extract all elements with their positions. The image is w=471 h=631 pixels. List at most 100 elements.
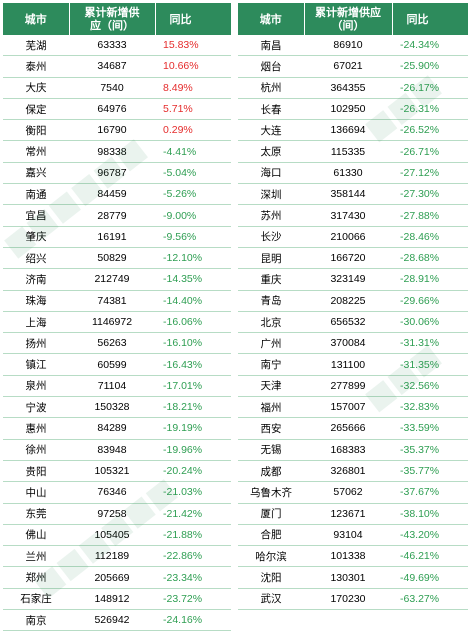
table-row: 青岛 208225 -29.66% — [238, 290, 468, 312]
supply-cell: 208225 — [304, 290, 392, 312]
city-cell: 贵阳 — [3, 460, 69, 483]
yoy-cell: -32.83% — [392, 396, 468, 419]
supply-cell: 212749 — [69, 268, 155, 291]
table-row: 长沙 210066 -28.46% — [238, 226, 468, 248]
supply-cell: 131100 — [304, 353, 392, 376]
city-cell: 芜湖 — [3, 35, 69, 57]
table-row: 上海 1146972 -16.06% — [3, 311, 231, 334]
supply-cell: 326801 — [304, 460, 392, 483]
supply-cell: 277899 — [304, 375, 392, 398]
yoy-cell: -4.41% — [155, 140, 231, 163]
header-supply-label: 累计新增供应（间） — [315, 6, 381, 32]
yoy-cell: -23.72% — [155, 588, 231, 611]
supply-cell: 56263 — [69, 332, 155, 355]
city-cell: 厦门 — [238, 503, 304, 525]
yoy-cell: 5.71% — [155, 98, 231, 121]
city-cell: 沈阳 — [238, 566, 304, 589]
table-row: 宜昌 28779 -9.00% — [3, 204, 231, 227]
header-yoy: 同比 — [392, 3, 468, 35]
table-row: 合肥 93104 -43.20% — [238, 524, 468, 547]
city-cell: 惠州 — [3, 417, 69, 440]
city-cell: 佛山 — [3, 524, 69, 547]
city-cell: 泉州 — [3, 375, 69, 398]
table-row: 成都 326801 -35.77% — [238, 460, 468, 483]
header-supply-label: 累计新增供应（间） — [84, 6, 140, 32]
city-cell: 大连 — [238, 119, 304, 142]
yoy-cell: -9.00% — [155, 204, 231, 227]
supply-cell: 61330 — [304, 162, 392, 185]
yoy-cell: -32.56% — [392, 375, 468, 398]
supply-cell: 83948 — [69, 439, 155, 461]
yoy-cell: -33.59% — [392, 417, 468, 440]
yoy-cell: -29.66% — [392, 290, 468, 312]
yoy-cell: -35.77% — [392, 460, 468, 483]
table-row: 无锡 168383 -35.37% — [238, 439, 468, 461]
supply-cell: 105405 — [69, 524, 155, 547]
supply-cell: 123671 — [304, 503, 392, 525]
yoy-cell: 8.49% — [155, 77, 231, 99]
supply-cell: 168383 — [304, 439, 392, 461]
table-row: 中山 76346 -21.03% — [3, 481, 231, 504]
supply-cell: 98338 — [69, 140, 155, 163]
yoy-cell: -23.34% — [155, 566, 231, 589]
supply-cell: 150328 — [69, 396, 155, 419]
yoy-cell: -5.26% — [155, 183, 231, 206]
table-row: 南通 84459 -5.26% — [3, 183, 231, 206]
city-cell: 烟台 — [238, 55, 304, 78]
city-cell: 扬州 — [3, 332, 69, 355]
city-cell: 西安 — [238, 417, 304, 440]
supply-cell: 64976 — [69, 98, 155, 121]
table-row: 珠海 74381 -14.40% — [3, 290, 231, 312]
supply-cell: 130301 — [304, 566, 392, 589]
city-cell: 北京 — [238, 311, 304, 334]
table-row: 西安 265666 -33.59% — [238, 417, 468, 440]
yoy-cell: -21.03% — [155, 481, 231, 504]
supply-cell: 656532 — [304, 311, 392, 334]
table-row: 昆明 166720 -28.68% — [238, 247, 468, 270]
supply-cell: 7540 — [69, 77, 155, 99]
yoy-cell: -35.37% — [392, 439, 468, 461]
city-cell: 肇庆 — [3, 226, 69, 248]
table-row: 保定 64976 5.71% — [3, 98, 231, 121]
yoy-cell: -46.21% — [392, 545, 468, 568]
city-cell: 中山 — [3, 481, 69, 504]
city-cell: 广州 — [238, 332, 304, 355]
table-row: 太原 115335 -26.71% — [238, 140, 468, 163]
table-row: 泰州 34687 10.66% — [3, 55, 231, 78]
supply-cell: 265666 — [304, 417, 392, 440]
city-cell: 海口 — [238, 162, 304, 185]
city-cell: 哈尔滨 — [238, 545, 304, 568]
yoy-cell: -24.34% — [392, 35, 468, 57]
supply-cell: 74381 — [69, 290, 155, 312]
yoy-cell: -18.21% — [155, 396, 231, 419]
city-cell: 深圳 — [238, 183, 304, 206]
supply-cell: 112189 — [69, 545, 155, 568]
yoy-cell: -25.90% — [392, 55, 468, 78]
table-row: 济南 212749 -14.35% — [3, 268, 231, 291]
table-row: 深圳 358144 -27.30% — [238, 183, 468, 206]
yoy-cell: -20.24% — [155, 460, 231, 483]
yoy-cell: -9.56% — [155, 226, 231, 248]
city-cell: 乌鲁木齐 — [238, 481, 304, 504]
table-row: 泉州 71104 -17.01% — [3, 375, 231, 398]
yoy-cell: -27.12% — [392, 162, 468, 185]
supply-cell: 170230 — [304, 588, 392, 611]
city-cell: 昆明 — [238, 247, 304, 270]
city-cell: 嘉兴 — [3, 162, 69, 185]
supply-cell: 115335 — [304, 140, 392, 163]
table-row: 南宁 131100 -31.35% — [238, 353, 468, 376]
supply-cell: 28779 — [69, 204, 155, 227]
supply-cell: 96787 — [69, 162, 155, 185]
table-row: 乌鲁木齐 57062 -37.67% — [238, 481, 468, 504]
table-row: 绍兴 50829 -12.10% — [3, 247, 231, 270]
city-cell: 石家庄 — [3, 588, 69, 611]
yoy-cell: -27.88% — [392, 204, 468, 227]
yoy-cell: -5.04% — [155, 162, 231, 185]
header-supply: 累计新增供应（间） — [304, 3, 393, 35]
yoy-cell: -16.10% — [155, 332, 231, 355]
yoy-cell: -16.43% — [155, 353, 231, 376]
table-row: 芜湖 63333 15.83% — [3, 35, 231, 57]
table-row: 北京 656532 -30.06% — [238, 311, 468, 334]
yoy-cell: -26.17% — [392, 77, 468, 99]
supply-cell: 86910 — [304, 35, 392, 57]
